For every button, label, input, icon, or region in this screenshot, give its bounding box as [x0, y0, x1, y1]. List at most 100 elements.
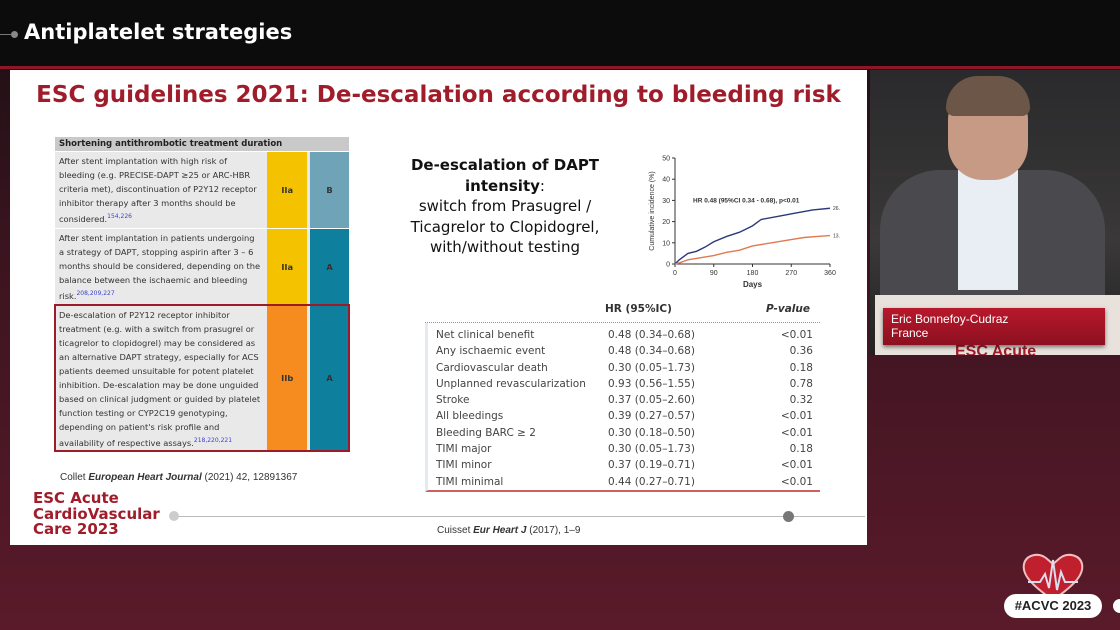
hazard-ratio: 0.93 (0.56–1.55): [608, 377, 695, 390]
level-badge: A: [310, 228, 349, 305]
hazard-ratio: 0.48 (0.34–0.68): [608, 345, 695, 358]
hazard-ratio: 0.48 (0.34–0.68): [608, 329, 695, 341]
summary-body: switch from Prasugrel / Ticagrelor to Cl…: [410, 197, 600, 256]
presentation-slide: ESC guidelines 2021: De-escalation accor…: [10, 70, 867, 545]
summary-text: De-escalation of DAPT intensity: switch f…: [405, 155, 605, 258]
y-tick-label: 50: [662, 156, 670, 163]
logo-line: CardioVascular: [33, 504, 160, 523]
hazard-ratio: 0.39 (0.27–0.57): [608, 410, 695, 423]
x-tick-label: 90: [710, 270, 718, 277]
guideline-row: After stent implantation with high risk …: [55, 151, 349, 228]
recommendation: After stent implantation in patients und…: [59, 232, 261, 301]
summary-heading: De-escalation of DAPT intensity: [410, 156, 600, 195]
citation-author: Collet: [60, 472, 89, 483]
table-row: All bleedings 0.39 (0.27–0.57) <0.01: [428, 408, 820, 424]
p-value: <0.01: [780, 329, 813, 341]
accent-line: [0, 66, 1120, 69]
logo-line: Care 2023: [33, 520, 119, 538]
table-row: Bleeding BARC ≥ 2 0.30 (0.18–0.50) <0.01: [428, 425, 820, 441]
citation-journal: Eur Heart J: [473, 525, 527, 536]
hazard-ratio: 0.30 (0.05–1.73): [608, 443, 695, 456]
speaker-name: Eric Bonnefoy-Cudraz: [891, 312, 1009, 326]
bullet-line: [0, 34, 14, 35]
speaker-nameplate: Eric Bonnefoy-Cudraz France: [883, 308, 1105, 345]
y-tick-label: 30: [662, 198, 670, 205]
summary-colon: :: [539, 176, 545, 195]
series-line-de-escalation: [674, 234, 831, 265]
table-row: Net clinical benefit 0.48 (0.34–0.68) <0.0…: [428, 327, 820, 343]
divider-dot-right: [783, 511, 794, 522]
level-badge: B: [310, 152, 349, 228]
guideline-table-header: Shortening antithrombotic treatment dura…: [55, 137, 349, 151]
table-row: Cardiovascular death 0.30 (0.05–1.73) 0.18: [428, 360, 820, 376]
speaker-country: France: [891, 326, 929, 340]
top-bar: Antiplatelet strategies: [0, 0, 1120, 66]
y-tick-label: 20: [662, 219, 670, 226]
class-badge: IIb: [267, 305, 308, 452]
col-header: [425, 303, 605, 322]
outcome: Net clinical benefit: [436, 329, 535, 341]
p-value: 0.78: [789, 377, 813, 390]
slide-divider: [175, 516, 865, 517]
citation-left: Collet European Heart Journal (2021) 42,…: [60, 472, 297, 483]
kaplan-meier-chart: 0 90 180 270 360 0 10 20 30 40 50 Days Cumulative in…: [649, 156, 840, 290]
outcome: Unplanned revascularization: [436, 377, 586, 390]
hashtag-dot: [1113, 599, 1120, 613]
p-value: 0.32: [789, 394, 813, 407]
recommendation-text: After stent implantation in patients und…: [55, 229, 264, 305]
p-value: 0.36: [789, 345, 813, 358]
p-value: <0.01: [780, 410, 813, 423]
bullet-dot: [11, 31, 18, 38]
outcome: TIMI major: [436, 443, 492, 456]
hazard-ratio: 0.44 (0.27–0.71): [608, 475, 695, 488]
p-value: 0.18: [789, 361, 813, 374]
outcome: Bleeding BARC ≥ 2: [436, 426, 536, 439]
outcome: TIMI minimal: [436, 475, 504, 488]
references: 208,209,227: [76, 289, 115, 297]
p-value: <0.01: [780, 475, 813, 488]
y-tick-label: 0: [666, 262, 670, 269]
speaker-hair: [946, 76, 1030, 116]
col-header-pvalue: P-value: [766, 303, 810, 315]
x-tick-label: 270: [785, 270, 797, 277]
outcome: Cardiovascular death: [436, 361, 548, 374]
table-row: Any ischaemic event 0.48 (0.34–0.68) 0.36: [428, 343, 820, 359]
hazard-ratio: 0.30 (0.18–0.50): [608, 426, 695, 439]
col-header-hr: HR (95%IC): [605, 303, 672, 315]
y-tick-label: 10: [662, 240, 670, 247]
hazard-ratio: 0.37 (0.19–0.71): [608, 459, 695, 472]
table-row: TIMI minimal 0.44 (0.27–0.71) <0.01: [428, 474, 820, 490]
y-axis-label: Cumulative incidence (%): [649, 171, 656, 250]
p-value: <0.01: [780, 459, 813, 472]
x-axis-label: Days: [743, 280, 763, 289]
outcome: Stroke: [436, 394, 470, 407]
series-end-label: 13.4%: [833, 234, 840, 240]
divider-dot-left: [169, 511, 179, 521]
heart-logo-icon: [1022, 553, 1084, 602]
x-tick-label: 0: [673, 270, 677, 277]
table-row: Unplanned revascularization 0.93 (0.56–1.…: [428, 376, 820, 392]
chart-annotation: HR 0.48 (95%CI 0.34 - 0.68), p<0.01: [693, 197, 800, 204]
table-row: Stroke 0.37 (0.05–2.60) 0.32: [428, 392, 820, 408]
citation-journal: European Heart Journal: [88, 472, 202, 483]
references: 218,220,221: [193, 436, 233, 444]
results-table-header: HR (95%IC) P-value: [425, 303, 820, 323]
p-value: <0.01: [780, 426, 813, 439]
logo-line: ESC Acute: [33, 489, 119, 507]
guideline-row: After stent implantation in patients und…: [55, 227, 349, 305]
recommendation-text: De-escalation of P2Y12 receptor inhibito…: [55, 306, 264, 452]
outcome: TIMI minor: [436, 459, 492, 472]
hazard-ratio: 0.30 (0.05–1.73): [608, 361, 695, 374]
series-line-control: [674, 207, 831, 265]
citation-right: Cuisset Eur Heart J (2017), 1–9: [437, 525, 580, 536]
citation-details: (2017), 1–9: [526, 525, 581, 536]
guideline-table: Shortening antithrombotic treatment dura…: [54, 137, 350, 453]
speaker-shirt: [958, 170, 1018, 290]
citation-author: Cuisset: [437, 525, 474, 536]
guideline-row: De-escalation of P2Y12 receptor inhibito…: [54, 303, 350, 453]
x-tick-label: 360: [824, 270, 836, 277]
hazard-ratio: 0.37 (0.05–2.60): [608, 394, 695, 407]
recommendation: After stent implantation with high risk …: [59, 156, 257, 224]
table-row: TIMI major 0.30 (0.05–1.73) 0.18: [428, 441, 820, 457]
recommendation-text: After stent implantation with high risk …: [55, 152, 264, 228]
